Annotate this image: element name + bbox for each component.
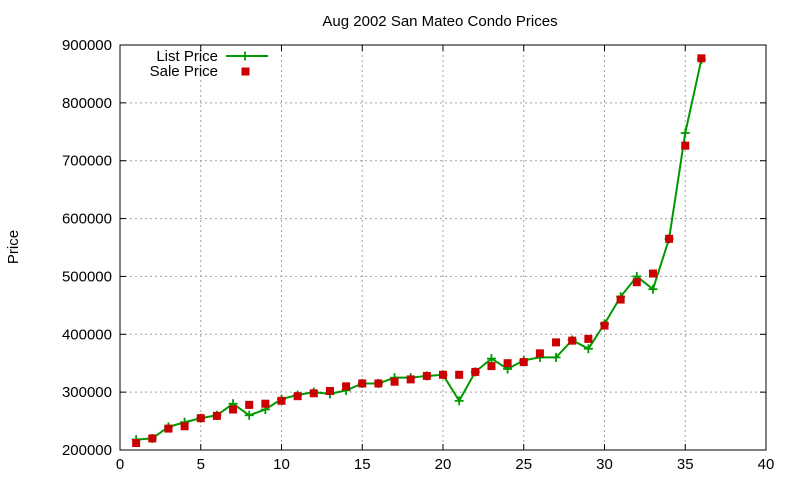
sale-price-point [519,358,528,367]
sale-price-point [342,382,351,391]
x-tick-label: 25 [515,456,532,473]
sale-price-point [665,234,674,243]
sale-price-point [196,414,205,423]
legend: List Price Sale Price [150,48,268,80]
sale-price-point [503,359,512,368]
sale-price-point [455,370,464,379]
grid-lines [120,45,766,450]
axis-ticks: 0 5 10 15 20 25 30 35 40 200000 300000 400000 500000… [62,37,774,473]
sale-price-point [600,321,609,330]
list-price-line [136,59,703,441]
legend-label-list-price: List Price [156,48,218,65]
y-tick-label: 400000 [62,326,112,343]
series-layer [131,54,706,448]
sale-price-point [471,367,480,376]
sale-price-point [390,377,399,386]
sale-price-point [535,349,544,358]
sale-price-point [309,389,318,398]
sale-price-point [697,54,706,63]
list-price-point [680,128,690,138]
list-price-point [583,344,593,354]
sale-price-point [132,439,141,448]
y-tick-label: 800000 [62,95,112,112]
sale-price-point [148,434,157,443]
sale-price-point [374,379,383,388]
sale-price-point [229,405,238,414]
y-tick-label: 200000 [62,442,112,459]
list-price-point [648,284,658,294]
list-price-point [551,352,561,362]
y-tick-label: 600000 [62,211,112,228]
x-tick-label: 20 [435,456,452,473]
sale-price-point [277,396,286,405]
list-price-point [244,410,254,420]
list-price-point [454,396,464,406]
x-tick-label: 5 [197,456,205,473]
sale-price-point [358,379,367,388]
x-tick-label: 40 [758,456,775,473]
sale-price-point [406,375,415,384]
sale-price-point [648,269,657,278]
legend-sale-price-marker [241,67,250,76]
y-axis-label: Price [5,230,22,264]
y-tick-label: 300000 [62,384,112,401]
sale-price-point [325,386,334,395]
y-tick-label: 500000 [62,268,112,285]
sale-price-point [632,278,641,287]
x-tick-label: 10 [273,456,290,473]
sale-price-point [164,424,173,433]
sale-price-point [439,370,447,379]
x-tick-label: 0 [116,456,124,473]
chart-title: Aug 2002 San Mateo Condo Prices [322,13,557,30]
x-tick-label: 35 [677,456,694,473]
sale-price-point [422,371,431,380]
sale-price-point [293,392,302,401]
sale-price-point [568,336,577,345]
legend-list-price-marker [240,51,250,61]
sale-price-point [616,295,625,304]
x-tick-label: 15 [354,456,371,473]
x-tick-label: 30 [596,456,613,473]
sale-price-point [552,338,561,347]
y-tick-label: 900000 [62,37,112,54]
sale-price-point [584,334,593,343]
sale-price-point [261,399,270,408]
sale-price-point [245,400,254,409]
sale-price-point [487,362,496,371]
sale-price-point [212,411,221,420]
list-price-point [486,354,496,364]
sale-price-point [180,422,189,431]
sale-price-point [681,141,690,150]
y-tick-label: 700000 [62,153,112,170]
legend-label-sale-price: Sale Price [150,63,218,80]
